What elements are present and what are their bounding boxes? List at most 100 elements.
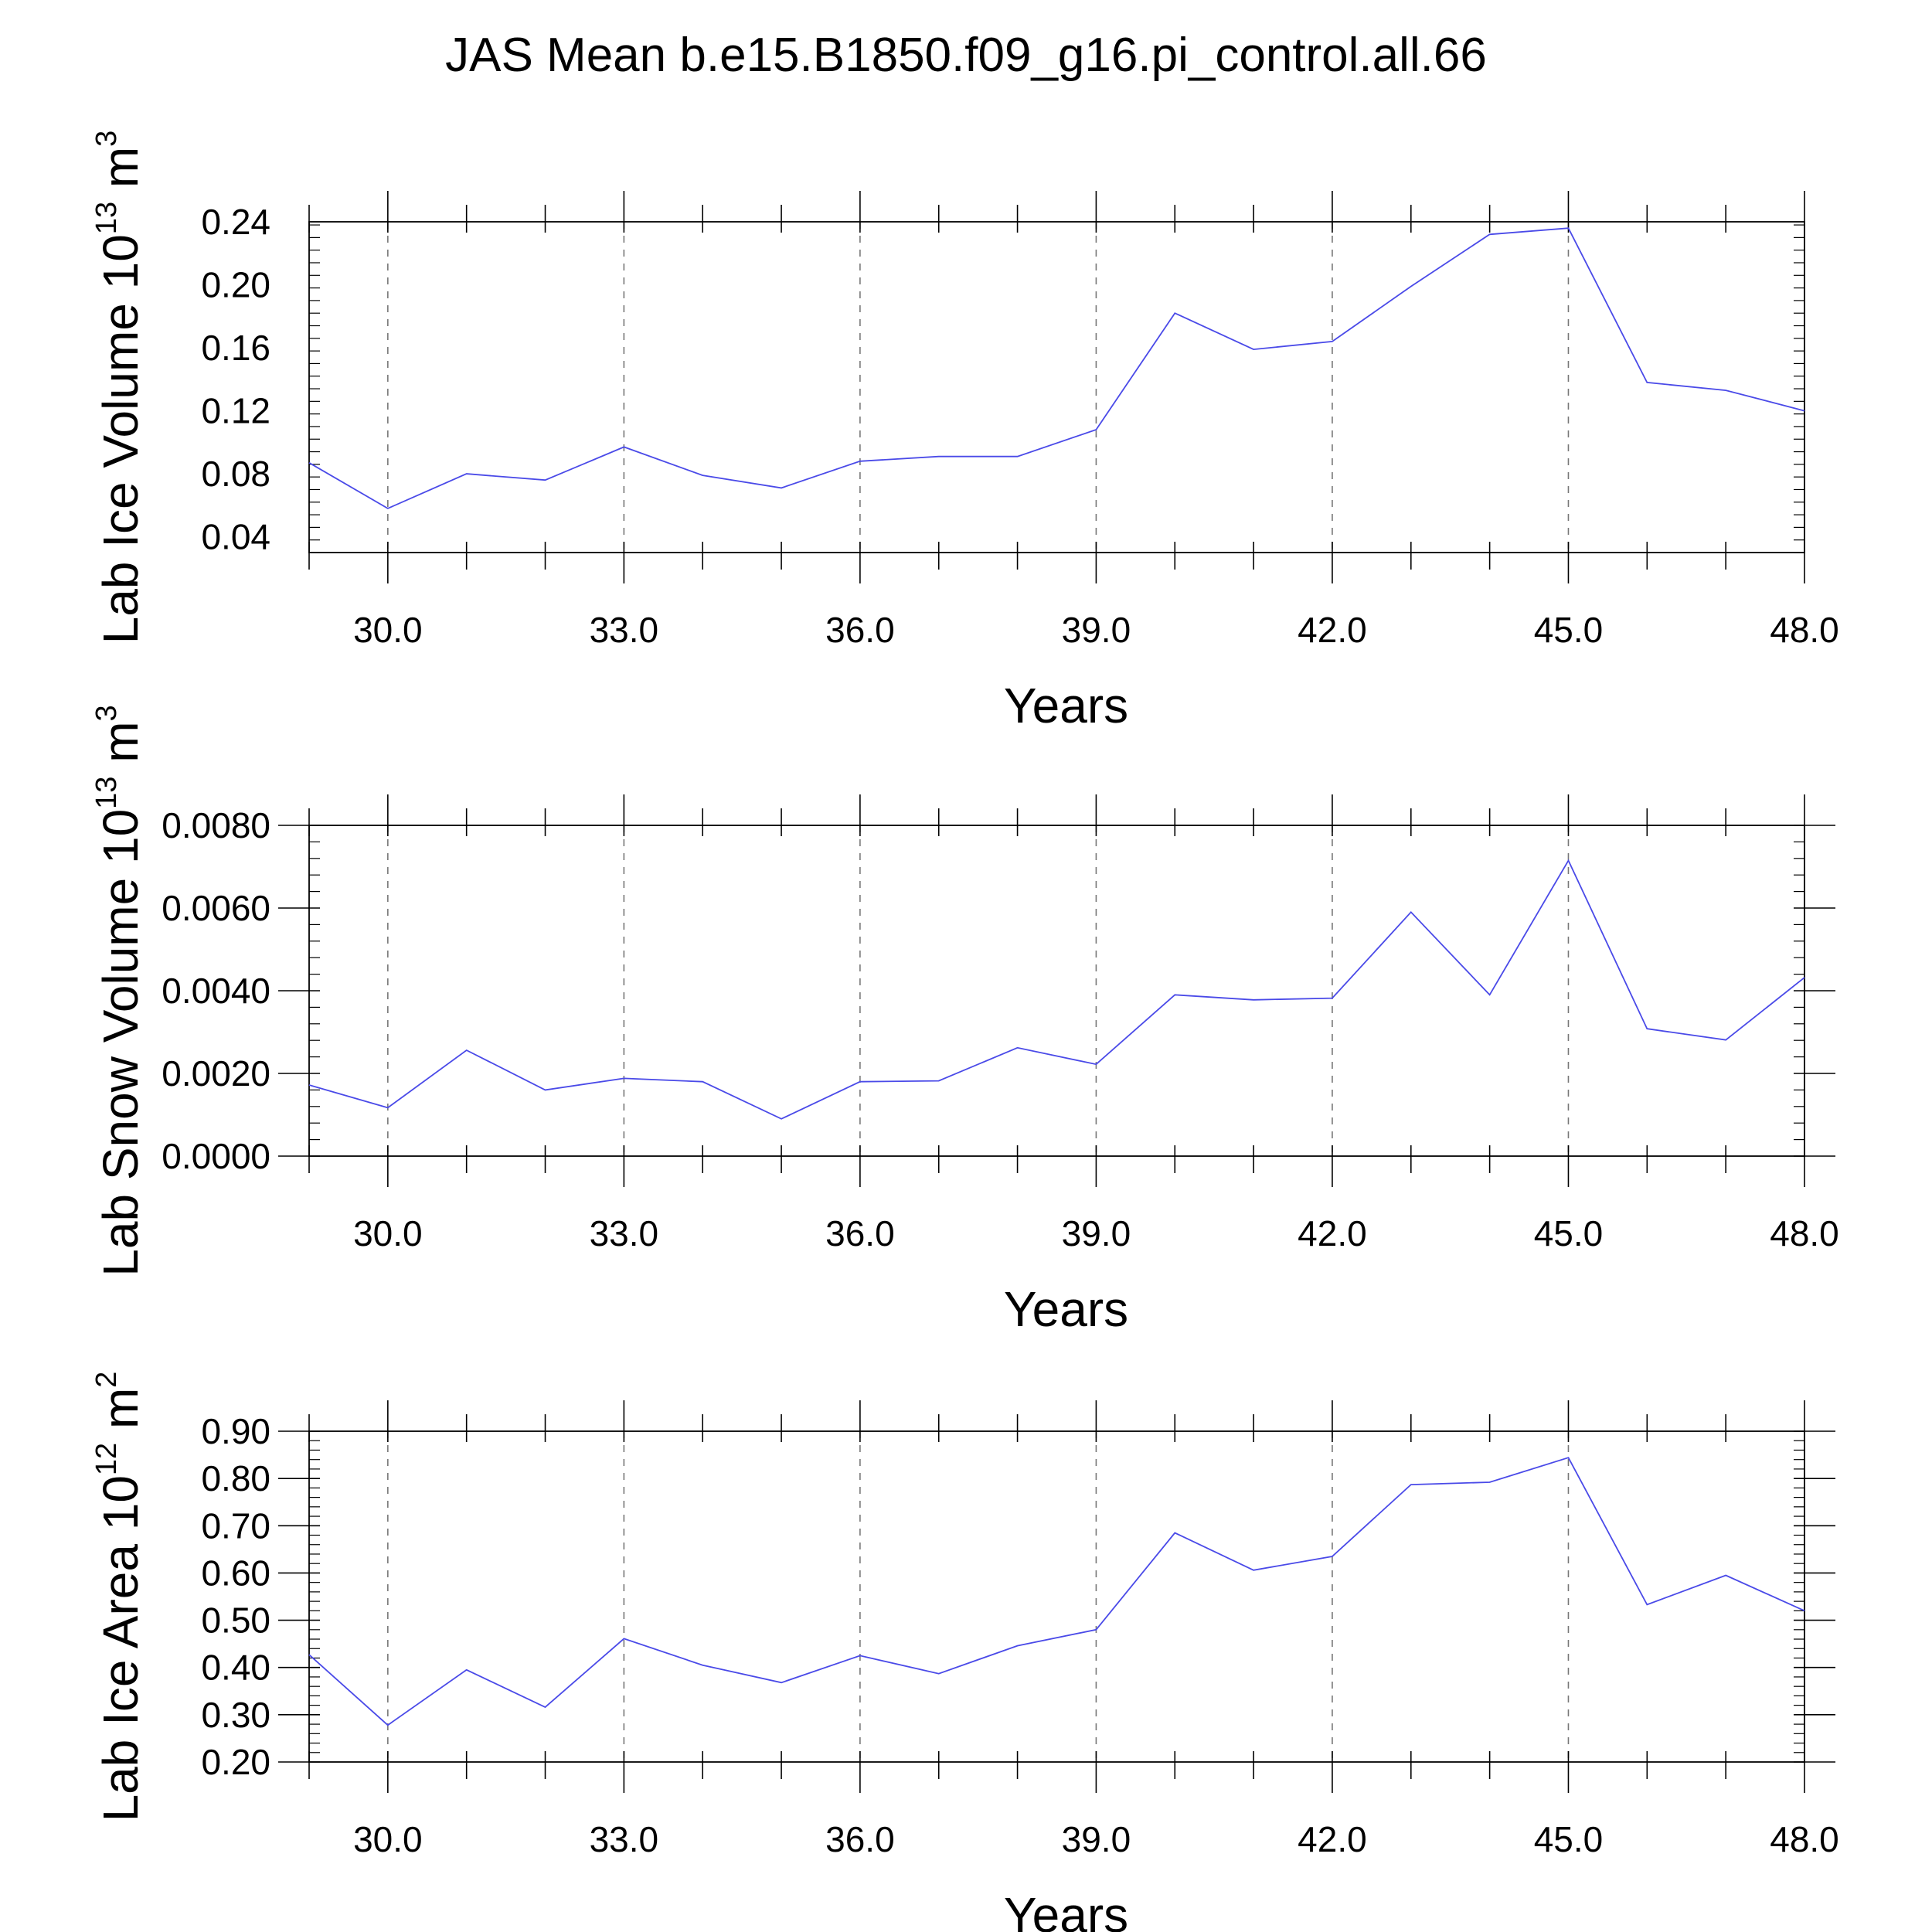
y-tick-label: 0.60 <box>201 1553 270 1593</box>
data-point <box>1331 1555 1334 1558</box>
x-tick-label: 36.0 <box>825 1213 895 1253</box>
y-axis-label: Lab Ice Area 1012 m2 <box>90 1372 148 1822</box>
data-point <box>780 486 783 489</box>
data-point <box>937 455 940 458</box>
y-tick-label: 0.90 <box>201 1411 270 1451</box>
y-axis-label-exponent: 13 <box>90 777 123 809</box>
data-point <box>1331 997 1334 1000</box>
data-point <box>308 1083 311 1087</box>
data-point <box>1803 1609 1806 1612</box>
x-tick-label: 33.0 <box>590 1213 659 1253</box>
data-point <box>544 478 547 481</box>
data-point <box>1173 311 1176 315</box>
data-point <box>1566 859 1570 862</box>
data-point <box>859 460 862 463</box>
y-axis-label-exponent: 13 <box>90 202 123 234</box>
x-tick-label: 42.0 <box>1298 1819 1367 1859</box>
data-point <box>1645 1603 1648 1606</box>
data-point <box>386 507 389 510</box>
data-point <box>1488 1481 1492 1484</box>
series-line <box>308 859 1805 1120</box>
data-point <box>859 1080 862 1083</box>
panel-3: 30.0 33.0 36.0 39.0 42.0 45.0 48.0 Years 0.20 0.3… <box>90 1372 1839 1932</box>
x-tick-label: 30.0 <box>353 1213 423 1253</box>
y-tick-label: 0.0000 <box>162 1136 270 1176</box>
x-tick-label: 39.0 <box>1062 1819 1131 1859</box>
data-point <box>1645 1027 1648 1030</box>
data-point <box>1094 1628 1097 1631</box>
data-point <box>1488 993 1492 996</box>
data-point <box>1724 1039 1727 1042</box>
y-tick-label: 0.50 <box>201 1600 270 1641</box>
x-tick-label: 39.0 <box>1062 610 1131 650</box>
data-point <box>1803 410 1806 413</box>
y-tick-label: 0.0040 <box>162 971 270 1011</box>
data-point <box>1252 1569 1255 1572</box>
x-tick-label: 39.0 <box>1062 1213 1131 1253</box>
data-point <box>1016 1046 1019 1049</box>
data-point <box>1410 910 1413 913</box>
data-point <box>780 1117 783 1121</box>
data-point <box>1094 1063 1097 1066</box>
y-axis-label-text: Lab Ice Volume 10 <box>93 234 148 644</box>
y-tick-label: 0.20 <box>201 1742 270 1782</box>
y-tick-label: 0.16 <box>201 328 270 368</box>
data-point <box>1173 993 1176 996</box>
series-line <box>308 227 1805 509</box>
series-line <box>308 1457 1805 1726</box>
x-tick-label: 42.0 <box>1298 1213 1367 1253</box>
panels: 30.0 33.0 36.0 39.0 42.0 45.0 48.0 Years 0.04 0.0… <box>90 131 1839 1932</box>
y-axis-label-unit: m <box>93 721 148 776</box>
data-point <box>1173 1531 1176 1534</box>
data-point <box>622 1637 625 1640</box>
y-tick-label: 0.70 <box>201 1505 270 1546</box>
plot-frame <box>308 1430 1805 1763</box>
data-point <box>465 1049 468 1052</box>
y-axis-label: Lab Snow Volume 1013 m3 <box>90 705 148 1276</box>
x-tick-label: 45.0 <box>1534 1213 1604 1253</box>
data-point <box>1566 1456 1570 1459</box>
y-tick-label: 0.24 <box>201 202 270 242</box>
x-tick-label: 48.0 <box>1770 1819 1839 1859</box>
y-tick-label: 0.20 <box>201 265 270 305</box>
y-tick-label: 0.40 <box>201 1648 270 1688</box>
data-point <box>544 1088 547 1091</box>
y-tick-label: 0.80 <box>201 1458 270 1498</box>
y-axis-label-text: Lab Snow Volume 10 <box>93 809 148 1277</box>
panel-2: 30.0 33.0 36.0 39.0 42.0 45.0 48.0 Years 0.0000 0… <box>90 705 1839 1337</box>
data-point <box>701 1664 704 1667</box>
y-axis-label: Lab Ice Volume 1013 m3 <box>90 131 148 645</box>
data-point <box>1331 340 1334 343</box>
data-point <box>780 1681 783 1684</box>
data-point <box>308 1653 311 1656</box>
panel-1: 30.0 33.0 36.0 39.0 42.0 45.0 48.0 Years 0.04 0.0… <box>90 131 1839 733</box>
data-point <box>1566 226 1570 230</box>
y-tick-label: 0.04 <box>201 517 270 557</box>
x-tick-label: 33.0 <box>590 610 659 650</box>
x-axis-label: Years <box>1004 1887 1128 1932</box>
data-point <box>859 1654 862 1657</box>
y-tick-label: 0.30 <box>201 1695 270 1735</box>
data-point <box>937 1672 940 1675</box>
data-point <box>1016 1645 1019 1648</box>
data-point <box>937 1080 940 1083</box>
data-point <box>1724 389 1727 392</box>
y-tick-label: 0.0060 <box>162 888 270 928</box>
data-point <box>701 1080 704 1083</box>
data-point <box>1252 348 1255 351</box>
y-tick-label: 0.0080 <box>162 805 270 845</box>
data-point <box>1252 998 1255 1002</box>
y-axis-label-unit-exponent: 2 <box>90 1372 123 1388</box>
data-point <box>1410 1483 1413 1486</box>
x-axis-label: Years <box>1004 1281 1128 1337</box>
x-tick-label: 36.0 <box>825 610 895 650</box>
data-point <box>465 1668 468 1672</box>
x-tick-label: 42.0 <box>1298 610 1367 650</box>
x-tick-label: 48.0 <box>1770 610 1839 650</box>
data-point <box>1410 285 1413 288</box>
y-axis-label-exponent: 12 <box>90 1443 123 1475</box>
data-point <box>1016 455 1019 458</box>
y-tick-label: 0.0020 <box>162 1053 270 1094</box>
